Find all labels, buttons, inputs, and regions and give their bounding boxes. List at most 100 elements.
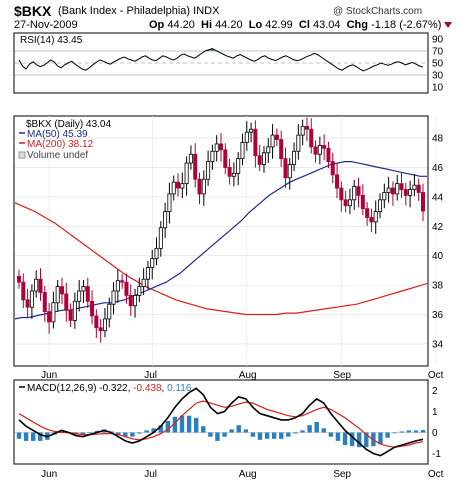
- macd-histogram-bar: [328, 432, 334, 437]
- macd-histogram-bar: [420, 430, 426, 433]
- price-candle: [115, 280, 120, 292]
- price-candle: [356, 186, 361, 196]
- price-candle: [240, 142, 245, 160]
- price-month-label: Jun: [41, 370, 57, 381]
- price-tick-label: 46: [432, 163, 444, 174]
- macd-histogram-bar: [229, 429, 234, 433]
- price-candle: [304, 125, 309, 130]
- macd-signal-line: [18, 400, 424, 448]
- price-candle: [85, 286, 90, 302]
- price-candle: [59, 286, 64, 295]
- price-tick-label: 38: [432, 281, 444, 292]
- rsi-legend: RSI(14) 43.45: [20, 35, 83, 46]
- price-candle: [98, 327, 103, 332]
- macd-histogram-bar: [94, 430, 100, 433]
- high-value: 44.20: [215, 19, 243, 31]
- price-candle: [360, 195, 365, 210]
- macd-histogram-bar: [23, 432, 29, 441]
- quote-stats: Op 44.20 Hi 44.20 Lo 42.99 Cl 43.04 Chg …: [149, 19, 453, 31]
- price-candle: [420, 192, 425, 212]
- price-candle: [365, 208, 370, 218]
- close-label: Cl: [298, 19, 310, 31]
- price-candle: [378, 199, 383, 212]
- ma50-line: [14, 161, 427, 320]
- rsi-line: [18, 48, 424, 72]
- price-gridlines: [15, 116, 437, 366]
- macd-histogram-bar: [87, 432, 93, 434]
- price-candle: [72, 300, 77, 321]
- price-tick-label: 44: [432, 192, 444, 203]
- macd-histogram-bar: [349, 432, 355, 447]
- symbol: $BKX: [14, 3, 52, 19]
- price-candle: [154, 247, 159, 260]
- price-candle: [382, 192, 387, 201]
- price-candle: [16, 275, 21, 283]
- price-tick-label: 48: [432, 134, 444, 145]
- macd-histogram-bar: [123, 432, 128, 437]
- price-candle: [29, 290, 34, 308]
- price-legend: $BKX (Daily) 43.04 MA(50) 45.39 MA(200) …: [18, 119, 111, 161]
- price-candle: [167, 193, 172, 212]
- macd-histogram-bar: [222, 432, 227, 437]
- macd-x-axis: JunJulAugSepOctNov: [41, 469, 444, 480]
- price-candle: [141, 278, 146, 287]
- price-month-label: Jul: [144, 370, 157, 381]
- change-value: -1.18 (-2.67%): [371, 19, 442, 31]
- price-axis: 48 46 44 42 40 38 36 34: [432, 134, 444, 351]
- macd-legend-title: MACD(12,26,9): [27, 383, 96, 394]
- price-candle: [218, 143, 223, 151]
- macd-legend: MACD(12,26,9) -0.322, -0.438, 0.116: [19, 383, 192, 394]
- quote-date: 27-Nov-2009: [14, 19, 78, 31]
- macd-histogram-bar: [172, 416, 178, 433]
- price-candle: [184, 162, 189, 185]
- price-candle: [244, 131, 249, 143]
- change-label: Chg: [346, 19, 368, 31]
- price-candle: [102, 318, 107, 332]
- macd-histogram-bar: [193, 417, 199, 433]
- chart-header: $BKX (Bank Index - Philadelphia) INDX @ …: [0, 0, 460, 34]
- price-candle: [412, 184, 417, 190]
- volume-legend-swatch: [18, 151, 26, 159]
- price-candle: [347, 199, 352, 207]
- macd-histogram-bar: [264, 432, 270, 439]
- rsi-tick-label: 50: [432, 59, 444, 70]
- macd-histogram-bar: [307, 425, 312, 433]
- macd-tick-label: 0: [432, 428, 438, 439]
- macd-histogram-bar: [137, 432, 142, 434]
- price-month-label: Oct: [428, 370, 444, 381]
- macd-histogram-bar: [16, 432, 22, 439]
- macd-month-label: Sep: [333, 469, 351, 480]
- price-candle: [128, 295, 133, 307]
- price-candle: [171, 181, 176, 195]
- price-candle: [64, 293, 69, 311]
- price-candle: [77, 290, 82, 302]
- macd-histogram-bar: [378, 432, 383, 445]
- macd-value: -0.322: [99, 383, 128, 394]
- price-candle: [38, 278, 43, 293]
- macd-signal-value: -0.438: [133, 383, 162, 394]
- rsi-gridlines: [15, 50, 427, 76]
- price-candle: [25, 299, 30, 308]
- macd-histogram-bar: [357, 432, 362, 448]
- open-label: Op: [149, 19, 165, 31]
- low-label: Lo: [248, 19, 263, 31]
- price-legend-title: $BKX (Daily) 43.04: [26, 119, 111, 130]
- macd-histogram-bar: [215, 432, 220, 441]
- price-candle: [330, 161, 335, 176]
- macd-month-label: Jul: [144, 469, 157, 480]
- price-candle: [283, 158, 288, 179]
- open-value: 44.20: [167, 19, 195, 31]
- macd-histogram-bar: [364, 432, 369, 448]
- price-candle: [81, 286, 86, 292]
- price-month-label: Sep: [333, 370, 351, 381]
- close-value: 43.04: [312, 19, 341, 31]
- price-candle: [107, 303, 112, 320]
- macd-histogram-bar: [243, 429, 249, 433]
- price-candle: [257, 155, 262, 165]
- macd-month-label: Aug: [239, 469, 257, 480]
- macd-histogram-bar: [321, 428, 326, 433]
- price-candle: [373, 211, 378, 223]
- macd-histogram-bar: [406, 430, 412, 433]
- price-candle: [317, 145, 322, 155]
